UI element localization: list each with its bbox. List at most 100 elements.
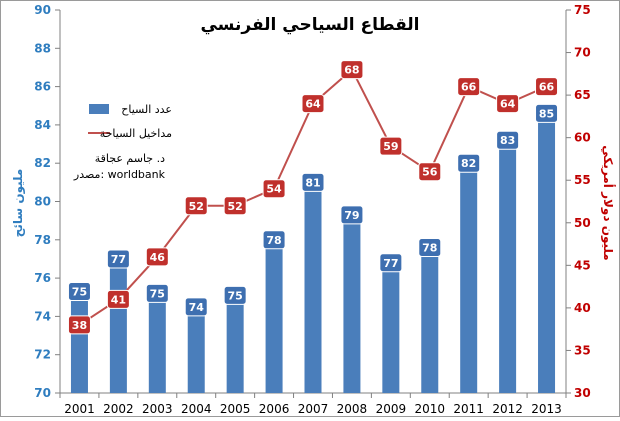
bar-value-label-bg [535,103,559,123]
bar-value-label: 77 [383,257,398,270]
x-tick-label: 2008 [337,402,368,416]
line-point-label: 41 [111,293,126,306]
bar-value-label-bg [418,237,442,257]
bar-value-label-bg [262,230,286,250]
bar [460,163,478,393]
line-point-label-bg [457,77,481,97]
line-point-label-bg [145,247,169,267]
bar-value-label-bg [340,205,364,225]
right-tick-label: 35 [574,343,591,357]
bar-series: 75 77 75 74 75 78 81 79 77 78 82 83 85 [67,103,559,393]
bar-value-label: 83 [500,134,515,147]
x-tick-label: 2010 [414,402,445,416]
bar-value-label: 81 [305,176,320,189]
bar-value-label: 85 [539,107,554,120]
legend: عدد السياح مداخيل السياحة [88,103,172,140]
x-tick-label: 2011 [453,402,484,416]
right-axis-label: مليون دولار أمريكي [600,145,616,260]
x-tick-label: 2006 [259,402,290,416]
bar [343,214,361,393]
line-point-label: 64 [305,98,321,111]
right-tick-label: 65 [574,88,591,102]
left-tick-label: 86 [34,80,51,94]
bar [148,293,166,393]
legend-bar-label: عدد السياح [121,103,172,116]
line-point-label-bg [106,289,130,309]
bar-value-label: 75 [227,289,242,302]
bar-value-label: 82 [461,157,476,170]
bar [304,182,322,393]
legend-bar-swatch [89,104,109,114]
x-tick-label: 2007 [298,402,329,416]
x-tick-label: 2012 [492,402,523,416]
line-point-label: 59 [383,140,398,153]
right-tick-label: 30 [574,386,591,400]
bar [187,306,205,393]
bar-value-label: 77 [111,253,126,266]
bar-value-label-bg [145,283,169,303]
line-point-label-bg [418,162,442,182]
left-tick-label: 76 [34,271,51,285]
line-point-label: 38 [72,319,87,332]
line-point-label-bg [67,315,91,335]
x-tick-label: 2003 [142,402,173,416]
bar-value-label: 75 [72,286,87,299]
x-tick-label: 2002 [103,402,134,416]
line-point-label: 54 [266,183,282,196]
bar [382,262,400,393]
left-axis: 70 72 74 76 78 80 82 84 86 88 90 [34,3,61,400]
left-tick-label: 88 [34,41,51,55]
bar [109,258,127,393]
left-tick-label: 72 [34,348,51,362]
line-point-label-bg [301,94,325,114]
bar-value-label-bg [67,282,91,302]
line-point-label-bg [223,196,247,216]
line-point-label-bg [496,94,520,114]
line-point-label-bg [184,196,208,216]
x-tick-label: 2004 [181,402,212,416]
left-tick-label: 74 [34,309,51,323]
bar [538,113,556,393]
legend-line-label: مداخيل السياحة [100,127,172,140]
line-point-label: 52 [189,200,204,213]
right-tick-label: 70 [574,46,591,60]
bar [265,239,283,393]
line-point-label-bg [262,179,286,199]
left-tick-label: 78 [34,233,51,247]
x-axis: 2001 2002 2003 2004 2005 2006 2007 2008 2009 2010… [59,392,567,416]
right-tick-label: 45 [574,258,591,272]
bar-value-label-bg [496,130,520,150]
bar-value-label: 78 [266,234,281,247]
x-tick-label: 2001 [64,402,95,416]
line-point-label: 66 [461,81,477,94]
right-tick-label: 75 [574,3,591,17]
line-series: 38 41 46 52 52 54 64 68 59 56 66 64 66 [67,60,559,335]
left-tick-label: 84 [34,118,51,132]
line-point-label: 64 [500,98,516,111]
bar-value-label-bg [379,253,403,273]
left-tick-label: 80 [34,195,51,209]
line-point-label: 46 [150,251,166,264]
bar-value-label: 74 [189,301,205,314]
right-tick-label: 60 [574,131,591,145]
bar-value-label-bg [184,297,208,317]
line-point-label: 52 [227,200,242,213]
bar-value-label: 79 [344,209,359,222]
right-tick-label: 55 [574,173,591,187]
line-point-label-bg [535,77,559,97]
source-annotation: مصدر: worldbank [73,168,166,181]
bar-value-label: 75 [150,287,165,300]
bar-value-label-bg [301,172,325,192]
x-tick-label: 2009 [376,402,407,416]
line-point-label-bg [340,60,364,80]
bar [499,140,517,393]
right-tick-label: 40 [574,301,591,315]
line-point-label-bg [379,136,403,156]
line-point-label: 56 [422,166,438,179]
right-axis: 30 35 40 45 50 55 60 65 70 75 [565,3,591,400]
left-tick-label: 90 [34,3,51,17]
x-tick-label: 2005 [220,402,251,416]
bar [421,247,439,393]
